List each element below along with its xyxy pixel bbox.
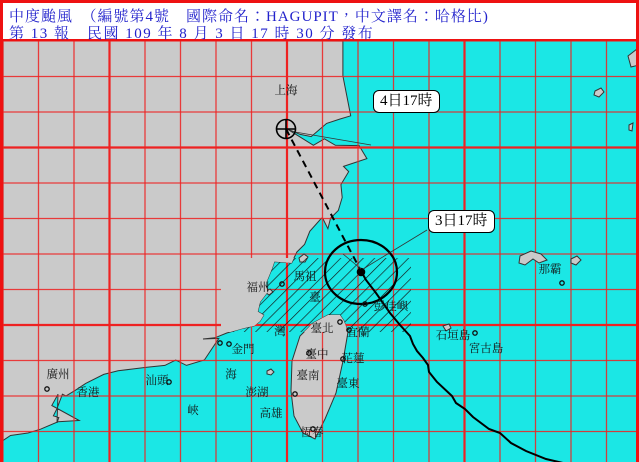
svg-text:臺南: 臺南 (297, 367, 320, 383)
svg-text:香港: 香港 (77, 384, 100, 400)
svg-text:灣: 灣 (274, 323, 286, 339)
svg-text:金門: 金門 (232, 341, 255, 357)
svg-text:福州: 福州 (247, 279, 270, 295)
svg-text:馬祖: 馬祖 (294, 268, 317, 284)
svg-text:高雄: 高雄 (260, 405, 283, 421)
svg-text:峽: 峽 (187, 402, 199, 418)
svg-text:石垣島: 石垣島 (436, 327, 471, 343)
svg-text:臺北: 臺北 (311, 320, 334, 336)
svg-text:那霸: 那霸 (539, 261, 562, 277)
svg-text:臺中: 臺中 (306, 346, 329, 362)
svg-text:臺東: 臺東 (337, 375, 360, 391)
svg-text:宮古島: 宮古島 (469, 340, 504, 356)
svg-text:廣州: 廣州 (47, 366, 70, 382)
svg-text:澎湖: 澎湖 (246, 384, 269, 400)
svg-text:彭佳嶼: 彭佳嶼 (374, 298, 409, 314)
svg-text:臺: 臺 (309, 289, 321, 305)
svg-text:上海: 上海 (275, 82, 298, 98)
svg-text:汕頭: 汕頭 (146, 372, 169, 388)
svg-text:海: 海 (225, 366, 237, 382)
